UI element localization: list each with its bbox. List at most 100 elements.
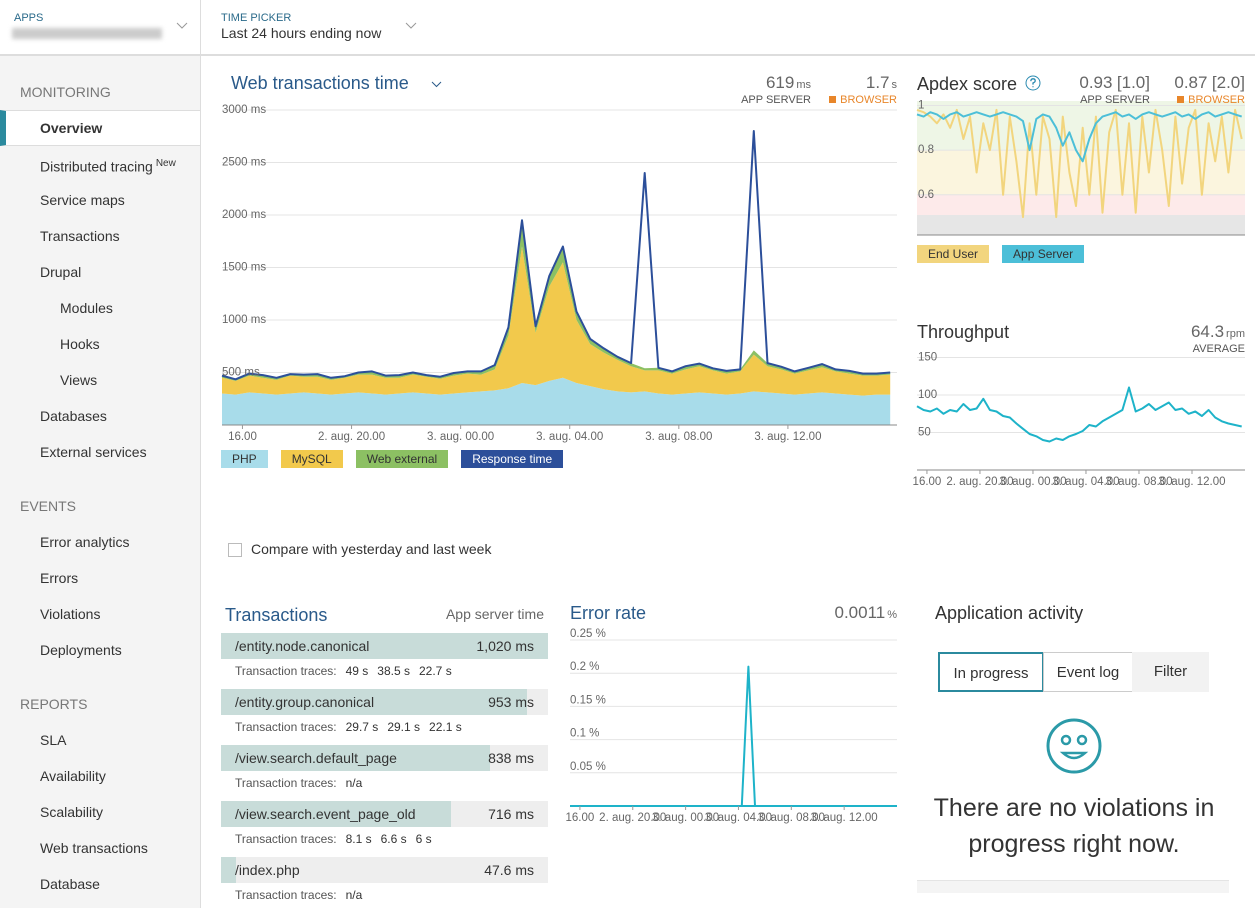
series-line [916,386,1242,443]
row-name[interactable]: /entity.group.canonical [235,694,375,710]
nav-item[interactable]: Drupal [0,254,200,290]
x-tick-label: 3. aug. 00.00 [999,476,1066,488]
row-name[interactable]: /index.php [235,862,300,878]
compare-checkbox[interactable] [228,543,242,557]
error-title[interactable]: Error rate [570,603,647,623]
row-traces: Transaction traces: n/a [235,888,362,902]
stacked-area [222,246,891,396]
nav-item[interactable]: External services [0,434,200,470]
nav-label[interactable]: Scalability [40,804,104,820]
nav-item[interactable]: Violations [0,596,200,632]
web-chevron[interactable] [431,81,442,89]
nav-item[interactable]: SLA [0,722,200,758]
nav-item[interactable]: Deployments [0,632,200,668]
nav-label[interactable]: Service maps [40,192,125,208]
nav-label[interactable]: Modules [60,300,113,316]
nav-item[interactable]: Service maps [0,182,200,218]
trace[interactable]: 49 s [345,664,369,678]
nav-label[interactable]: Deployments [40,642,122,658]
nav-label[interactable]: Overview [40,120,103,136]
legend-item[interactable]: MySQL [280,450,343,468]
nav-label[interactable]: Transactions [40,228,120,244]
compare-label[interactable]: Compare with yesterday and last week [251,541,492,557]
legend-item[interactable]: End User [917,245,990,263]
trace[interactable]: 6 s [415,832,432,846]
label: APP SERVER [741,94,811,106]
nav-item[interactable]: Database [0,866,200,902]
nav-label[interactable]: SLA [40,732,67,748]
nav-item[interactable]: Overview [0,110,200,146]
row-name[interactable]: /view.search.default_page [235,750,397,766]
trace[interactable]: 22.1 s [429,720,462,734]
throughput-title: Throughput [917,322,1010,342]
tab[interactable]: In progress [938,652,1044,692]
x-tick-label: 16.00 [228,431,257,443]
x-tick-label: 3. aug. 08.00 [645,431,712,443]
nav-item[interactable]: Error analytics [0,524,200,560]
tab[interactable]: Event log [1043,652,1133,692]
value: 64.3 [1190,322,1225,341]
trace[interactable]: 29.7 s [345,720,379,734]
apps-chevron[interactable] [176,22,188,30]
y-tick-label: 0.8 [918,144,934,156]
nav-label[interactable]: External services [40,444,147,460]
nav-item[interactable]: Transactions [0,218,200,254]
transactions-column[interactable]: App server time [445,606,544,622]
label: BROWSER [1188,94,1245,106]
help-icon[interactable] [1025,75,1041,91]
nav-label[interactable]: Views [60,372,98,388]
section-title: MONITORING [20,84,111,100]
legend-item[interactable]: App Server [1002,245,1085,263]
app-name-blurred[interactable] [12,28,162,39]
legend-item[interactable]: PHP [221,450,268,468]
time-range[interactable]: Last 24 hours ending now [221,25,382,41]
x-tick-label: 2. aug. 20.00 [599,812,666,824]
legend-item[interactable]: Response time [461,450,564,468]
row-bg[interactable] [221,857,548,883]
threshold: [1.0] [1116,73,1150,92]
nav-item[interactable]: Errors [0,560,200,596]
row-traces: Transaction traces: 29.7 s 29.1 s 22.1 s [235,720,462,734]
y-tick-label: 150 [918,352,937,364]
nav-item[interactable]: Views [0,362,200,398]
y-tick-label: 0.05 % [570,761,606,773]
trace[interactable]: 22.7 s [419,664,452,678]
trace[interactable]: 38.5 s [377,664,410,678]
row-time: 953 ms [488,694,534,710]
label-wrap: BROWSER [829,94,897,106]
nav-label[interactable]: Distributed tracing [40,158,153,175]
nav-label[interactable]: Hooks [60,336,100,352]
trace[interactable]: 29.1 s [387,720,421,734]
y-tick-label: 0.6 [918,189,934,201]
nav-item[interactable]: Web transactions [0,830,200,866]
nav-label[interactable]: Drupal [40,264,82,280]
nav-label[interactable]: Error analytics [40,534,130,550]
legend-item[interactable]: Web external [355,450,449,468]
trace[interactable]: 6.6 s [380,832,407,846]
trace[interactable]: n/a [345,888,363,902]
transactions-title[interactable]: Transactions [225,605,328,625]
nav-item[interactable]: Availability [0,758,200,794]
nav-label[interactable]: Violations [40,606,101,622]
trace[interactable]: 8.1 s [345,832,372,846]
time-chevron[interactable] [405,22,417,30]
nav-label[interactable]: Databases [40,408,107,424]
nav-item[interactable]: Scalability [0,794,200,830]
tab[interactable]: Filter [1132,652,1209,692]
trace[interactable]: n/a [345,776,363,790]
nav-item[interactable]: Modules [0,290,200,326]
row-name[interactable]: /entity.node.canonical [235,638,370,654]
nav-item[interactable]: Hooks [0,326,200,362]
time-picker-label: TIME PICKER [221,12,292,24]
nav-label[interactable]: Availability [40,768,106,784]
nav-label[interactable]: Database [40,876,100,892]
row-name[interactable]: /view.search.event_page_old [235,806,416,822]
nav-label[interactable]: Web transactions [40,840,148,856]
nav-label[interactable]: Errors [40,570,79,586]
nav-item[interactable]: Databases [0,398,200,434]
nav-item[interactable]: Distributed tracing New [0,146,200,182]
web-title[interactable]: Web transactions time [231,73,409,93]
row-time: 716 ms [488,806,534,822]
